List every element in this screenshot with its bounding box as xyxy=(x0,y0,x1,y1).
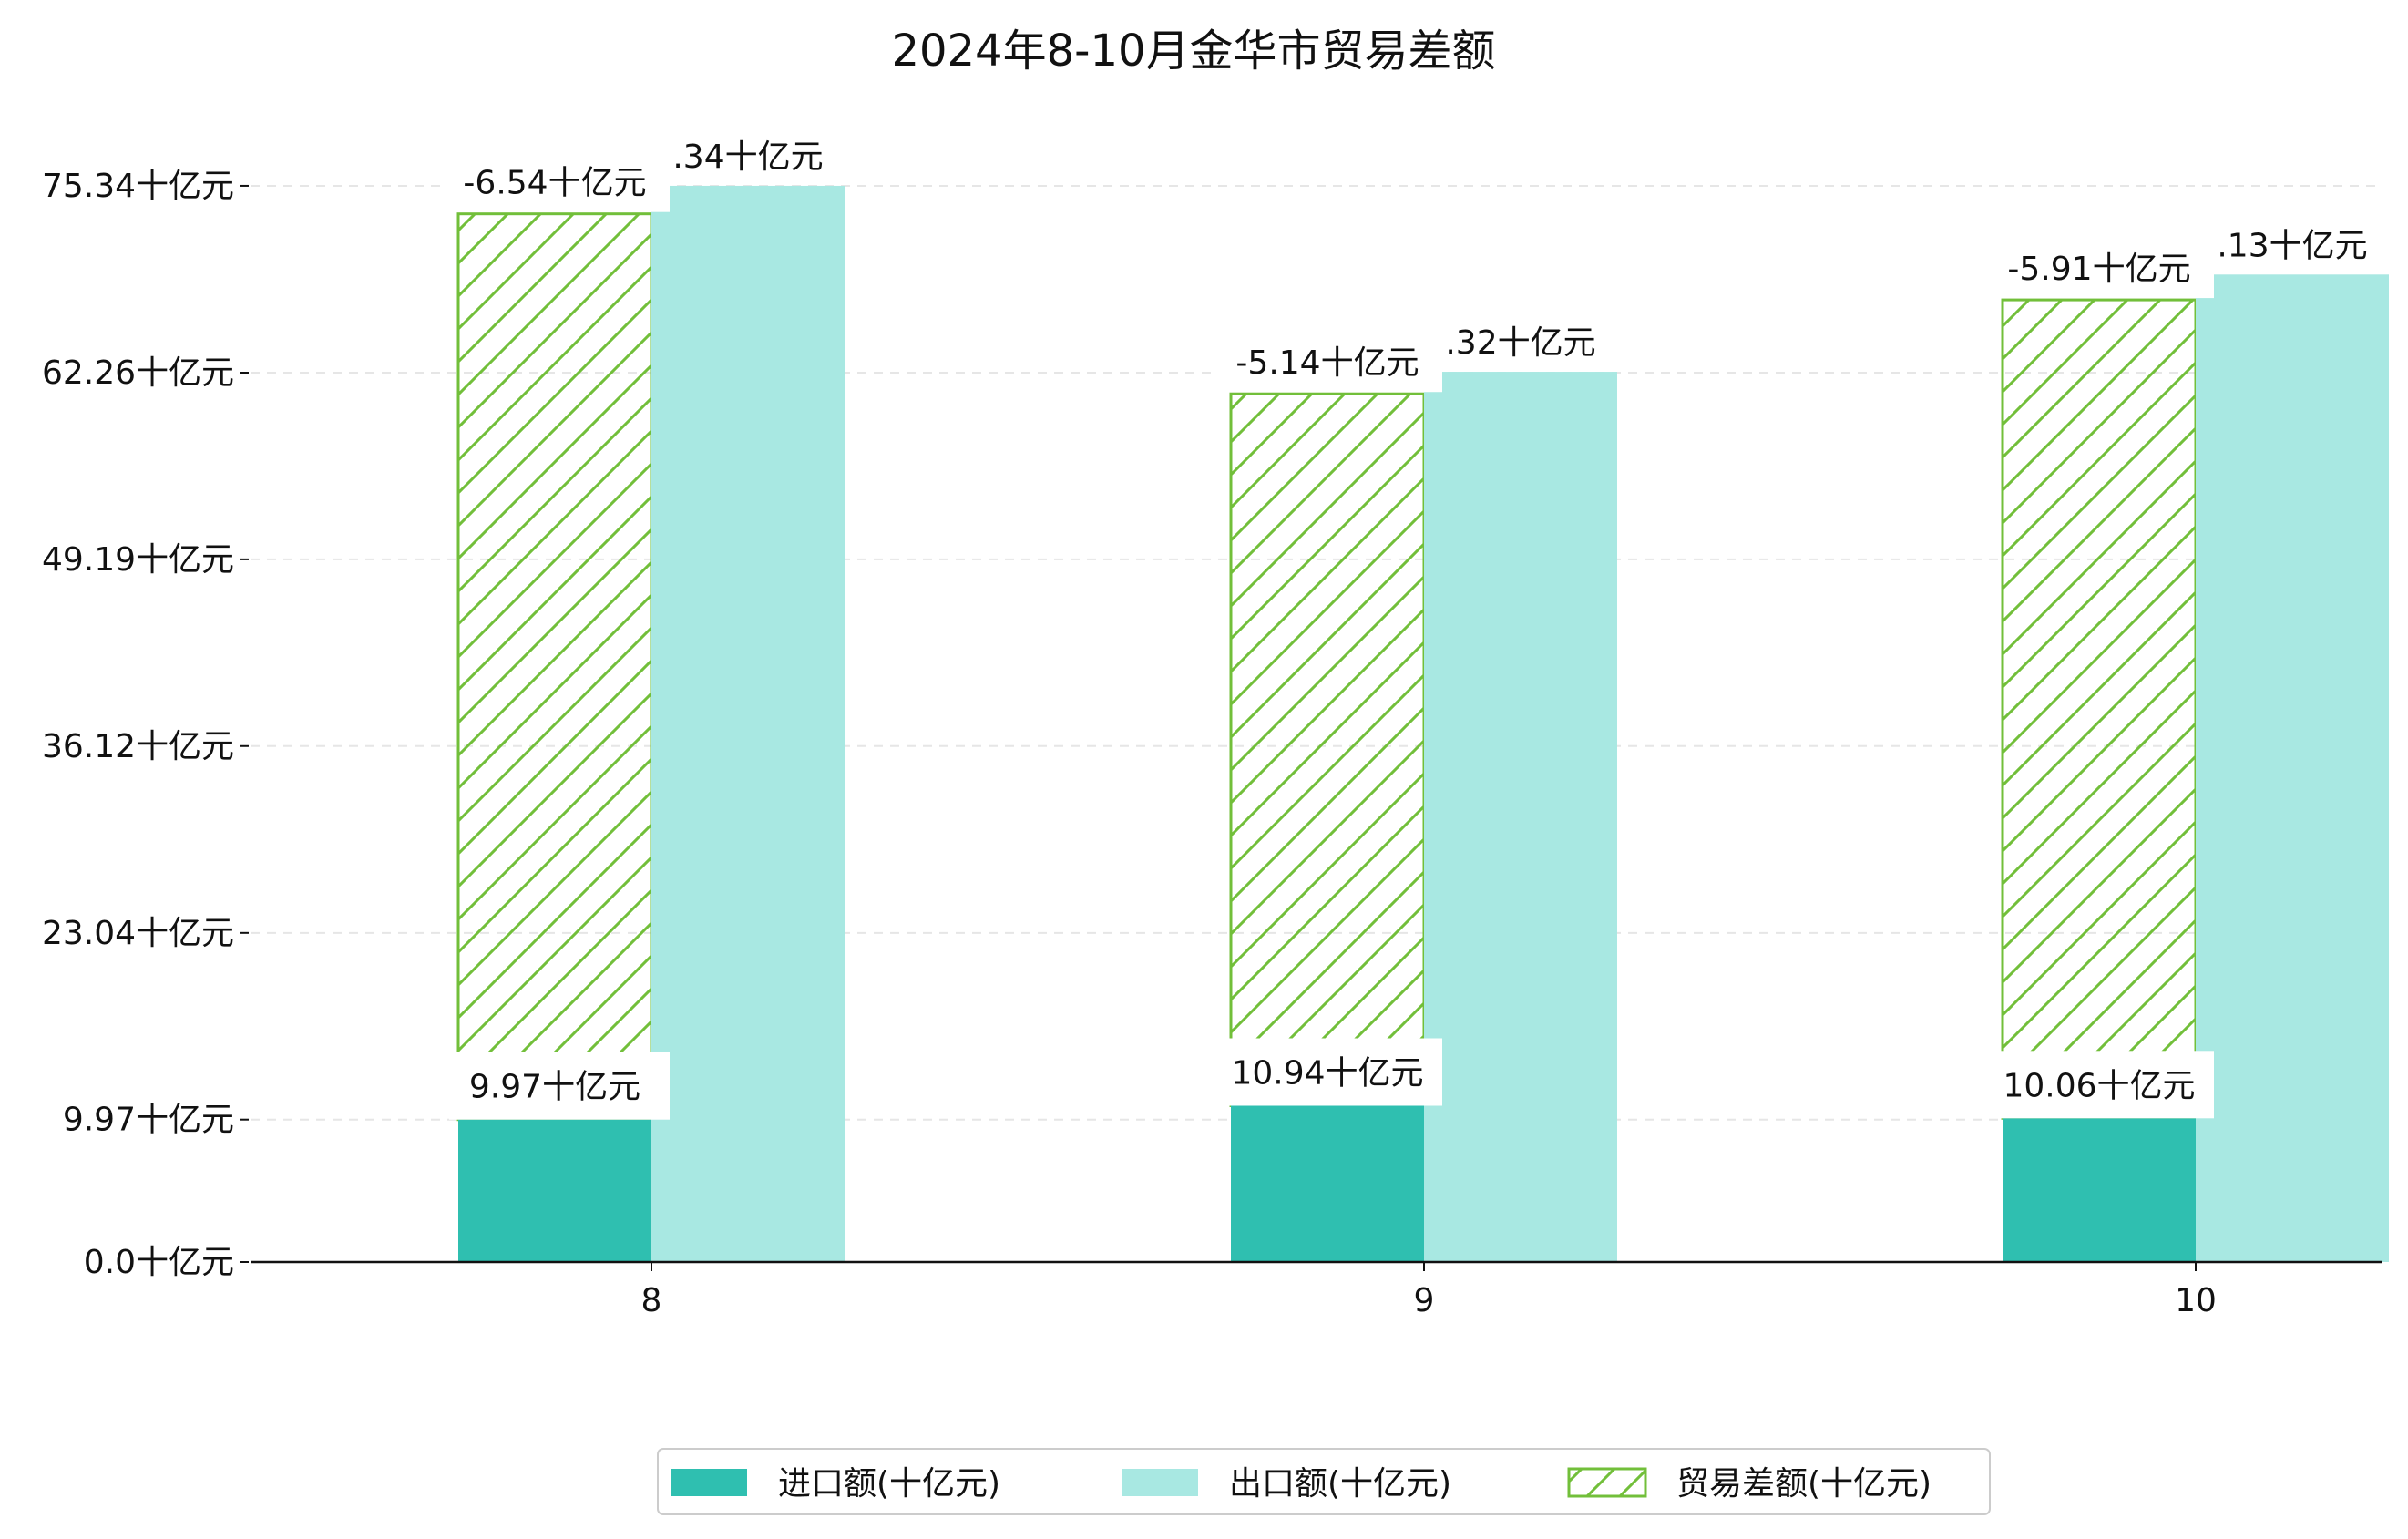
x-tick-label: 10 xyxy=(2175,1282,2217,1319)
y-tick-label: 62.26十亿元 xyxy=(42,354,234,392)
x-tick-label: 9 xyxy=(1414,1282,1435,1319)
y-tick-label: 9.97十亿元 xyxy=(63,1102,234,1139)
data-label-balance: -6.54十亿元 xyxy=(463,165,646,202)
y-tick-label: 49.19十亿元 xyxy=(42,541,234,579)
y-tick-label: 0.0十亿元 xyxy=(84,1244,234,1281)
legend-swatch xyxy=(1567,1467,1647,1498)
data-label-export: .34十亿元 xyxy=(672,139,823,176)
label-bg xyxy=(1222,1038,1442,1106)
label-bg xyxy=(1993,1051,2214,1119)
label-bg xyxy=(661,128,852,179)
data-label-import: 10.06十亿元 xyxy=(2003,1067,2195,1104)
bar-balance xyxy=(456,212,653,1122)
bar-import xyxy=(458,1119,651,1262)
label-bg xyxy=(446,157,670,212)
x-tick-label: 8 xyxy=(641,1282,662,1319)
label-bg xyxy=(449,1052,670,1120)
data-labels: .34十亿元 -6.54十亿元 9.97十亿元 .32十亿元 -5.14十亿元 10.94… xyxy=(446,128,2396,1120)
label-bg xyxy=(1990,243,2214,299)
legend-box xyxy=(657,1448,1991,1515)
legend: 进口额(十亿元) 出口额(十亿元) 贸易差额(十亿元) xyxy=(657,1448,1991,1515)
bar-import xyxy=(1231,1105,1424,1262)
bar-export xyxy=(2196,274,2389,1262)
axes: 0.0十亿元 9.97十亿元 23.04十亿元 36.12十亿元 49.19十亿元 62.… xyxy=(42,168,2382,1319)
bar-export xyxy=(1424,372,1617,1262)
bars xyxy=(456,185,2389,1262)
data-label-balance: -5.91十亿元 xyxy=(2007,251,2190,288)
legend-label: 贸易差额(十亿元) xyxy=(1676,1465,1932,1503)
y-tick-label: 36.12十亿元 xyxy=(42,728,234,765)
data-label-import: 10.94十亿元 xyxy=(1231,1055,1423,1093)
bar-balance xyxy=(2001,298,2198,1120)
bar-balance xyxy=(1229,392,1426,1108)
data-label-export: .13十亿元 xyxy=(2217,227,2367,264)
y-tick-label: 75.34十亿元 xyxy=(42,168,234,205)
y-tick-label: 23.04十亿元 xyxy=(42,915,234,952)
legend-label: 进口额(十亿元) xyxy=(778,1465,1000,1503)
label-bg xyxy=(2205,218,2396,268)
bar-import xyxy=(2003,1118,2196,1262)
bar-export xyxy=(651,185,845,1262)
label-bg xyxy=(1218,337,1442,393)
legend-swatch xyxy=(671,1469,747,1496)
legend-label: 出口额(十亿元) xyxy=(1229,1465,1451,1503)
chart-title: 2024年8-10月金华市贸易差额 xyxy=(891,26,1495,77)
label-bg xyxy=(1433,315,1624,365)
data-label-import: 9.97十亿元 xyxy=(469,1069,640,1106)
legend-swatch xyxy=(1122,1469,1198,1496)
data-label-export: .32十亿元 xyxy=(1445,324,1595,362)
data-label-balance: -5.14十亿元 xyxy=(1235,344,1419,382)
